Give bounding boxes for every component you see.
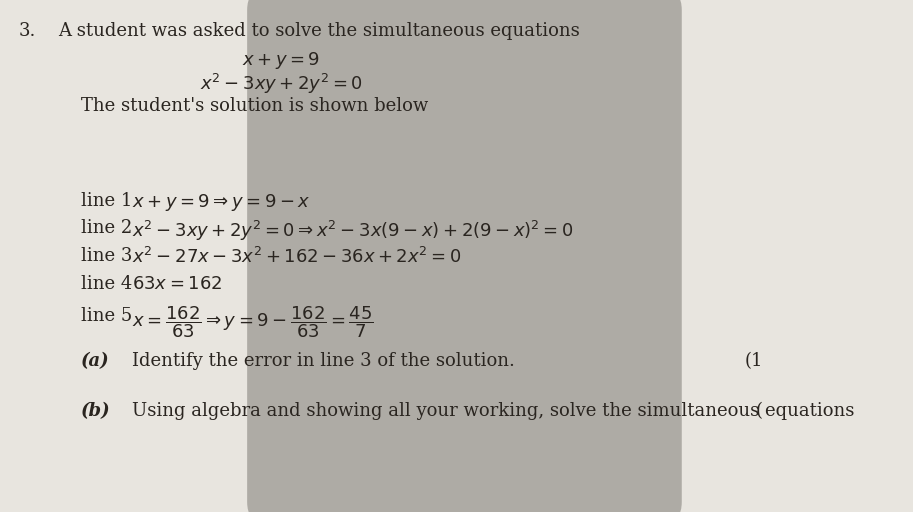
Text: (b): (b) — [81, 402, 110, 420]
Text: $x^2 - 3xy + 2y^2 = 0$: $x^2 - 3xy + 2y^2 = 0$ — [200, 72, 362, 96]
FancyBboxPatch shape — [247, 0, 682, 512]
Text: line 5: line 5 — [81, 307, 132, 325]
Text: line 4: line 4 — [81, 275, 132, 293]
Text: $x + y = 9 \Rightarrow y = 9 - x$: $x + y = 9 \Rightarrow y = 9 - x$ — [132, 192, 310, 213]
Text: line 2: line 2 — [81, 219, 132, 237]
Text: line 1: line 1 — [81, 192, 132, 210]
Text: Identify the error in line 3 of the solution.: Identify the error in line 3 of the solu… — [132, 352, 515, 370]
Text: $x^2 - 3xy + 2y^2 = 0 \Rightarrow x^2 - 3x(9-x) + 2(9-x)^2 = 0$: $x^2 - 3xy + 2y^2 = 0 \Rightarrow x^2 - … — [132, 219, 573, 243]
Text: (a): (a) — [81, 352, 110, 370]
Text: A student was asked to solve the simultaneous equations: A student was asked to solve the simulta… — [58, 22, 580, 40]
Text: $x = \dfrac{162}{63} \Rightarrow y = 9 - \dfrac{162}{63} = \dfrac{45}{7}$: $x = \dfrac{162}{63} \Rightarrow y = 9 -… — [132, 304, 374, 339]
Text: 3.: 3. — [19, 22, 37, 40]
Text: The student's solution is shown below: The student's solution is shown below — [81, 97, 428, 115]
Text: $x^2 - 27x - 3x^2 + 162 - 36x + 2x^2 = 0$: $x^2 - 27x - 3x^2 + 162 - 36x + 2x^2 = 0… — [132, 247, 462, 267]
Text: line 3: line 3 — [81, 247, 132, 265]
Text: $x + y = 9$: $x + y = 9$ — [242, 50, 320, 71]
Text: Using algebra and showing all your working, solve the simultaneous equations: Using algebra and showing all your worki… — [132, 402, 855, 420]
Text: $63x = 162$: $63x = 162$ — [132, 275, 223, 293]
Text: (: ( — [756, 402, 762, 420]
Text: (1: (1 — [744, 352, 762, 370]
